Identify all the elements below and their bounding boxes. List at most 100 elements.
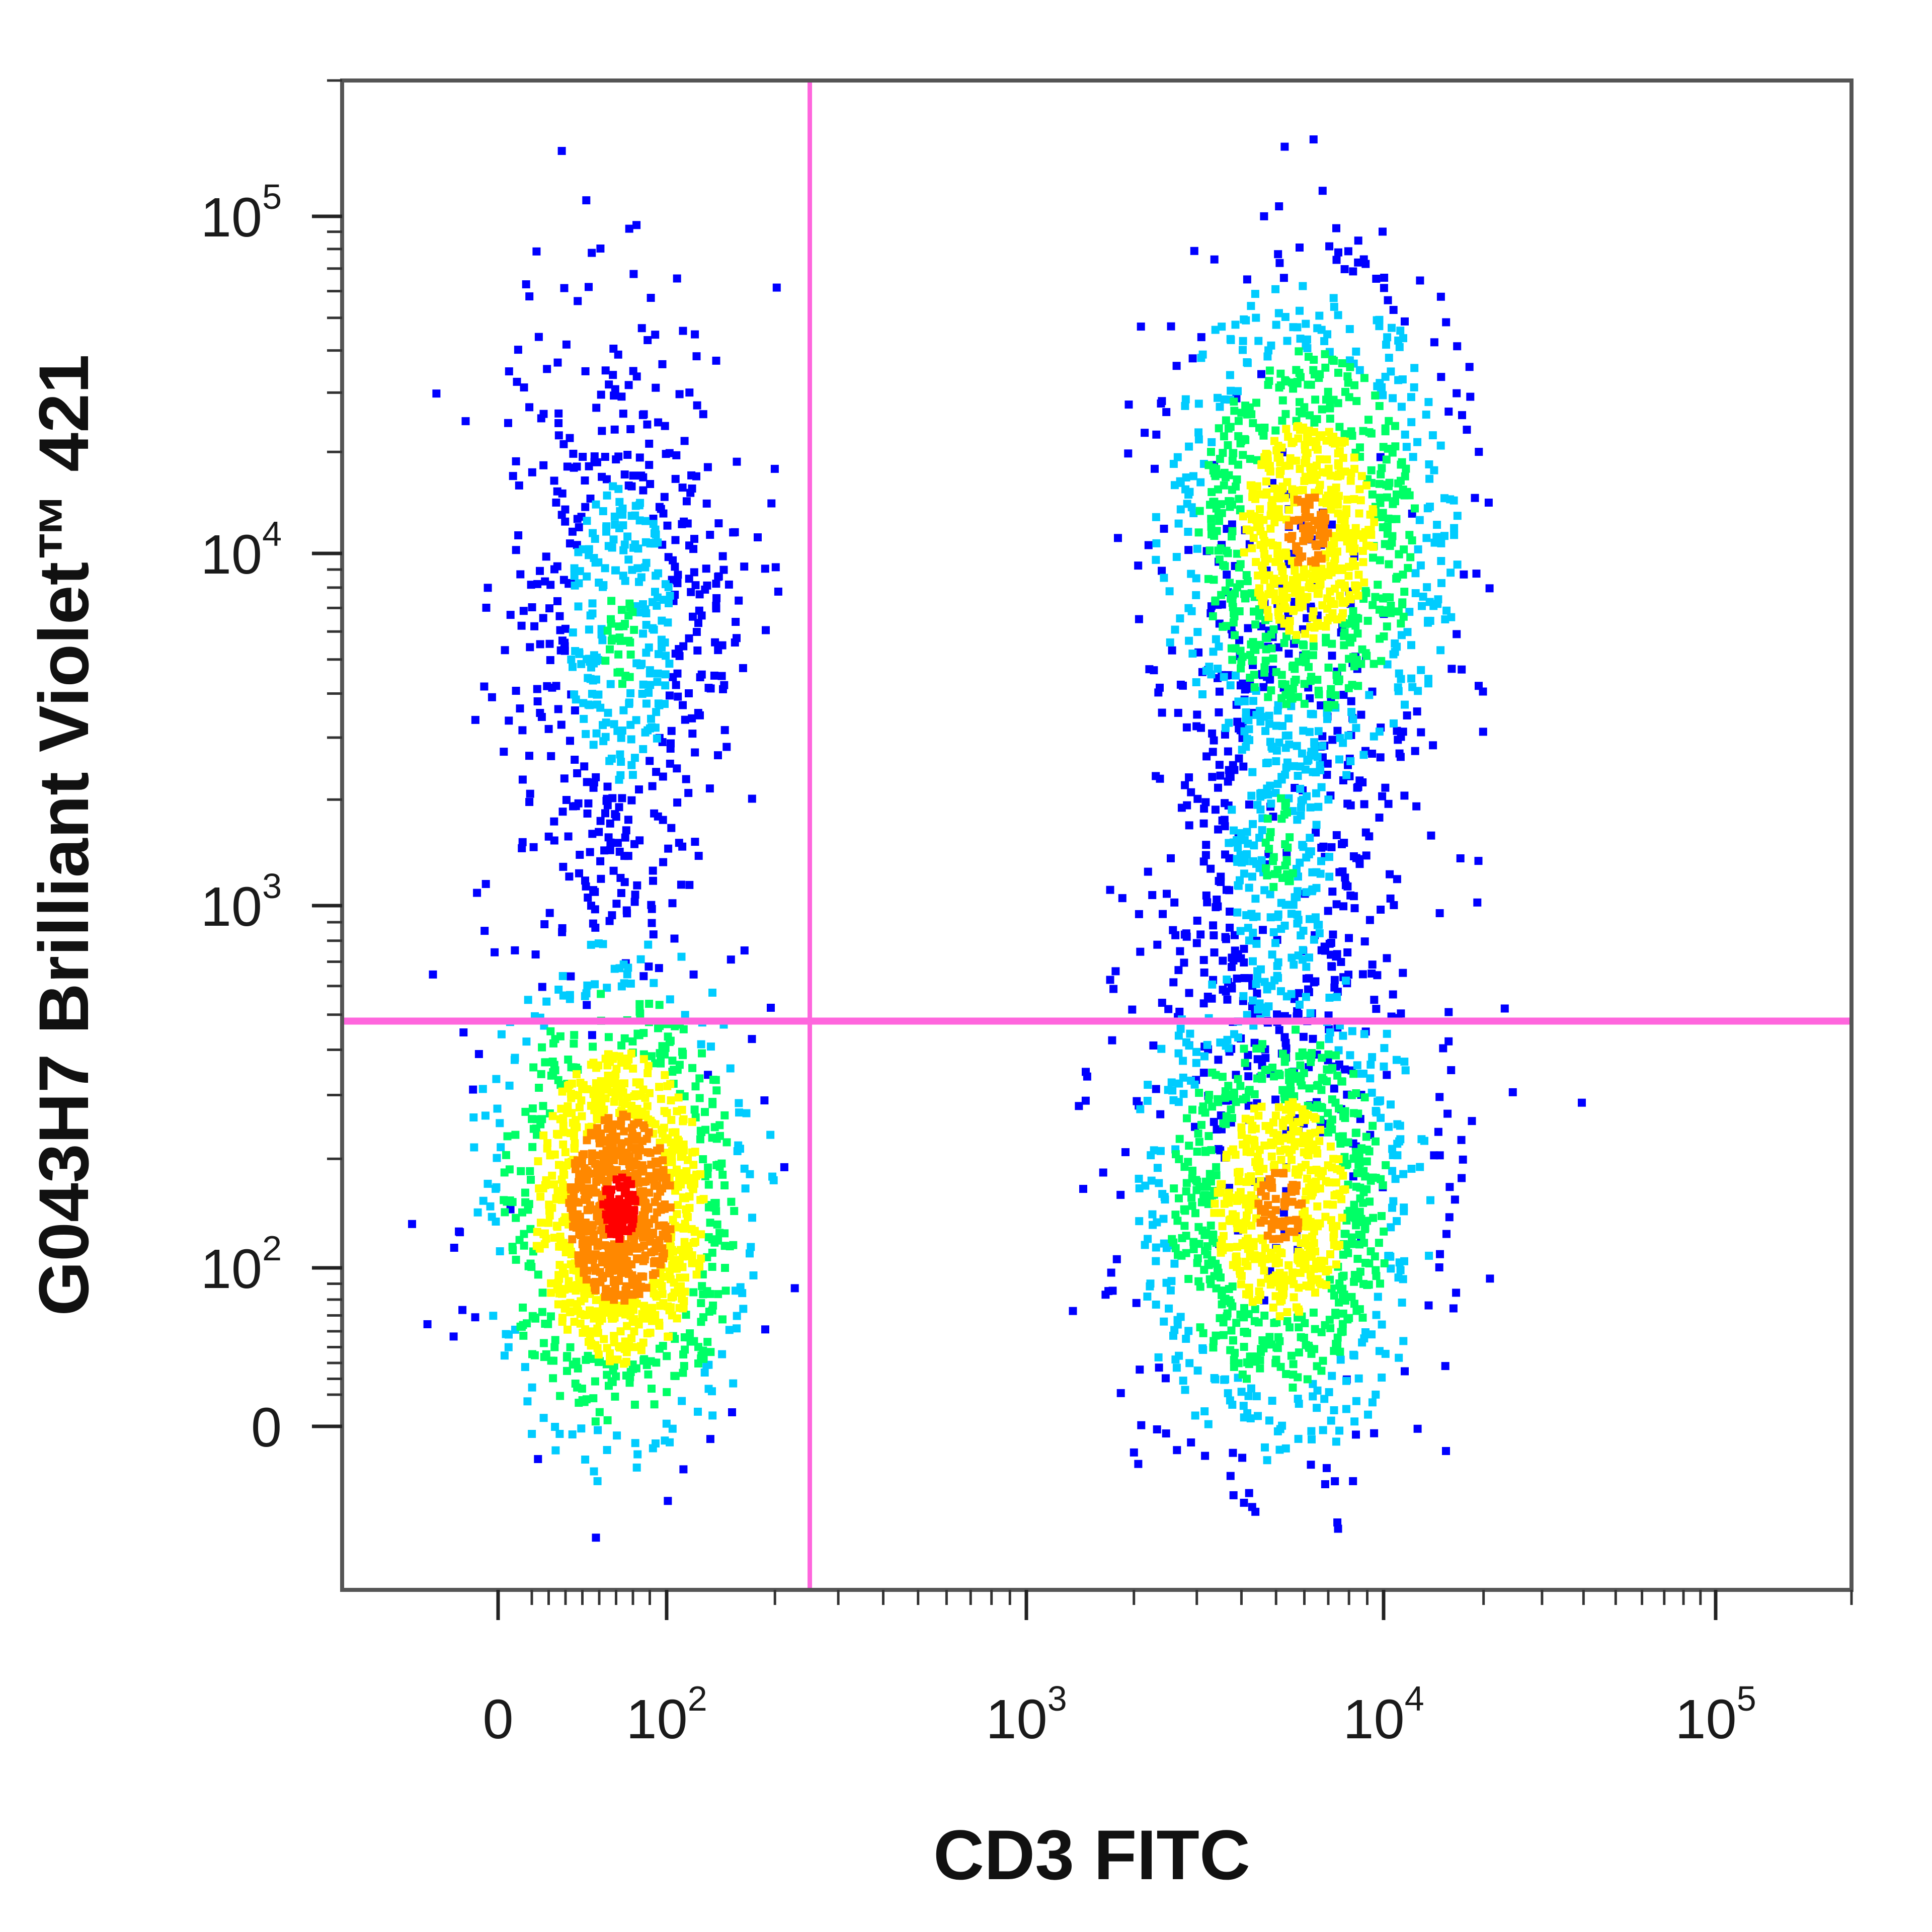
- event-dot: [594, 1350, 603, 1359]
- event-dot: [623, 1055, 631, 1063]
- event-dot: [541, 1320, 549, 1328]
- event-dot: [1193, 1148, 1201, 1156]
- event-dot: [1259, 1344, 1268, 1352]
- event-dot: [1263, 352, 1272, 361]
- event-dot: [1166, 638, 1174, 647]
- event-dot: [1200, 969, 1209, 977]
- event-dot: [678, 520, 686, 528]
- event-dot: [1169, 460, 1178, 468]
- event-dot: [580, 762, 589, 771]
- event-dot: [675, 1145, 684, 1153]
- event-dot: [1428, 431, 1437, 440]
- event-dot: [512, 457, 520, 465]
- event-dot: [1218, 1291, 1226, 1300]
- event-dot: [740, 946, 749, 955]
- event-dot: [1215, 761, 1224, 769]
- event-dot: [566, 995, 574, 1003]
- event-dot: [1342, 1377, 1350, 1385]
- event-dot: [1434, 1128, 1442, 1136]
- event-dot: [589, 741, 598, 749]
- event-dot: [1358, 1313, 1367, 1322]
- event-dot: [510, 1056, 519, 1064]
- event-dot: [1272, 1355, 1280, 1364]
- event-dot: [1288, 485, 1297, 494]
- event-dot: [1289, 323, 1298, 332]
- event-dot: [590, 1467, 598, 1476]
- event-dot: [558, 1181, 567, 1189]
- event-dot: [1472, 570, 1481, 578]
- event-dot: [1287, 1156, 1296, 1164]
- event-dot: [1338, 1132, 1347, 1141]
- event-dot: [708, 1387, 716, 1396]
- event-dot: [728, 1408, 736, 1416]
- event-dot: [1368, 750, 1377, 758]
- event-dot: [1249, 820, 1257, 828]
- event-dot: [1401, 700, 1409, 709]
- event-dot: [1313, 753, 1322, 761]
- event-dot: [1152, 1257, 1160, 1265]
- event-dot: [1365, 428, 1374, 437]
- event-dot: [615, 964, 624, 973]
- event-dot: [1202, 841, 1211, 849]
- event-dot: [1263, 758, 1272, 767]
- event-dot: [652, 530, 660, 539]
- event-dot: [629, 471, 637, 480]
- event-dot: [1315, 374, 1323, 382]
- event-dot: [1224, 1389, 1232, 1398]
- event-dot: [1166, 1286, 1175, 1295]
- event-dot: [602, 475, 611, 484]
- event-dot: [559, 1128, 568, 1137]
- event-dot: [572, 1357, 581, 1366]
- event-dot: [587, 1101, 595, 1110]
- event-dot: [1360, 937, 1369, 946]
- event-dot: [1307, 1053, 1316, 1062]
- event-dot: [1268, 950, 1276, 959]
- event-dot: [1255, 834, 1264, 842]
- event-dot: [1298, 841, 1307, 849]
- event-dot: [667, 1116, 676, 1124]
- event-dot: [1295, 989, 1303, 997]
- event-dot: [576, 851, 584, 859]
- event-dot: [534, 1157, 542, 1166]
- event-dot: [1437, 579, 1445, 587]
- event-dot: [626, 720, 635, 729]
- event-dot: [1225, 1044, 1233, 1053]
- event-dot: [1302, 853, 1311, 862]
- event-dot: [534, 333, 543, 341]
- event-dot: [1257, 1102, 1266, 1111]
- event-dot: [1207, 515, 1216, 523]
- event-dot: [500, 1351, 509, 1360]
- event-dot: [1330, 1347, 1338, 1355]
- event-dot: [641, 1110, 650, 1119]
- event-dot: [611, 385, 619, 393]
- event-dot: [1141, 429, 1149, 437]
- event-dot: [1273, 1278, 1281, 1287]
- event-dot: [720, 1229, 729, 1238]
- event-dot: [605, 1382, 613, 1390]
- event-dot: [1407, 418, 1416, 427]
- event-dot: [1261, 1054, 1270, 1062]
- event-dot: [1208, 488, 1216, 496]
- event-dot: [1079, 1185, 1087, 1193]
- event-dot: [705, 784, 714, 793]
- event-dot: [666, 591, 674, 600]
- event-dot: [668, 1057, 677, 1065]
- event-dot: [538, 1308, 546, 1316]
- event-dot: [528, 1383, 536, 1392]
- event-dot: [615, 1252, 623, 1261]
- event-dot: [589, 1394, 598, 1403]
- event-dot: [1349, 1155, 1358, 1163]
- event-dot: [620, 1100, 629, 1108]
- event-dot: [1351, 561, 1359, 570]
- event-dot: [552, 498, 560, 507]
- event-dot: [601, 657, 610, 665]
- event-dot: [630, 1327, 638, 1336]
- event-dot: [627, 735, 635, 744]
- event-dot: [1241, 685, 1249, 694]
- event-dot: [511, 946, 519, 954]
- event-dot: [1328, 888, 1337, 896]
- event-dot: [1249, 913, 1258, 921]
- event-dot: [651, 723, 660, 732]
- event-dot: [1281, 840, 1290, 848]
- event-dot: [1210, 948, 1219, 957]
